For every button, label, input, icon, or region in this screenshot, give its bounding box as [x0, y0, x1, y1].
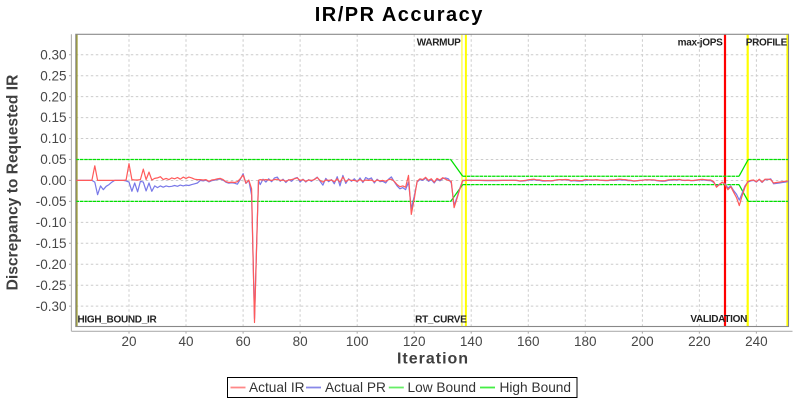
svg-text:120: 120: [403, 334, 426, 349]
svg-text:-0.25: -0.25: [36, 278, 67, 293]
svg-text:200: 200: [631, 334, 654, 349]
svg-text:0.20: 0.20: [40, 89, 66, 104]
svg-text:IR/PR Accuracy: IR/PR Accuracy: [315, 4, 484, 26]
svg-text:RT_CURVE: RT_CURVE: [415, 315, 467, 326]
svg-text:HIGH_BOUND_IR: HIGH_BOUND_IR: [78, 315, 158, 326]
svg-text:0.05: 0.05: [40, 152, 66, 167]
svg-text:100: 100: [346, 334, 369, 349]
svg-text:140: 140: [460, 334, 483, 349]
svg-text:-0.10: -0.10: [36, 215, 67, 230]
svg-text:220: 220: [688, 334, 711, 349]
svg-text:0.10: 0.10: [40, 131, 66, 146]
svg-text:40: 40: [178, 334, 193, 349]
svg-text:0.30: 0.30: [40, 47, 66, 62]
svg-text:160: 160: [517, 334, 540, 349]
svg-text:240: 240: [745, 334, 768, 349]
svg-text:-0.30: -0.30: [36, 299, 67, 314]
svg-text:High Bound: High Bound: [500, 380, 572, 395]
svg-text:max-jOPS: max-jOPS: [678, 38, 723, 49]
svg-text:180: 180: [574, 334, 597, 349]
svg-text:80: 80: [293, 334, 308, 349]
svg-text:PROFILE: PROFILE: [746, 38, 788, 49]
svg-text:0.15: 0.15: [40, 110, 66, 125]
svg-text:20: 20: [121, 334, 136, 349]
svg-text:Iteration: Iteration: [397, 351, 469, 368]
svg-text:0.25: 0.25: [40, 68, 66, 83]
svg-text:0.00: 0.00: [40, 173, 66, 188]
svg-text:Actual PR: Actual PR: [325, 380, 386, 395]
svg-text:-0.15: -0.15: [36, 236, 67, 251]
svg-text:60: 60: [236, 334, 251, 349]
svg-text:-0.20: -0.20: [36, 257, 67, 272]
svg-text:-0.05: -0.05: [36, 194, 67, 209]
svg-text:WARMUP: WARMUP: [417, 38, 461, 49]
svg-text:Actual IR: Actual IR: [249, 380, 305, 395]
svg-text:Discrepancy to Requested IR: Discrepancy to Requested IR: [5, 75, 22, 291]
svg-text:VALIDATION: VALIDATION: [690, 314, 747, 325]
svg-text:Low Bound: Low Bound: [408, 380, 477, 395]
